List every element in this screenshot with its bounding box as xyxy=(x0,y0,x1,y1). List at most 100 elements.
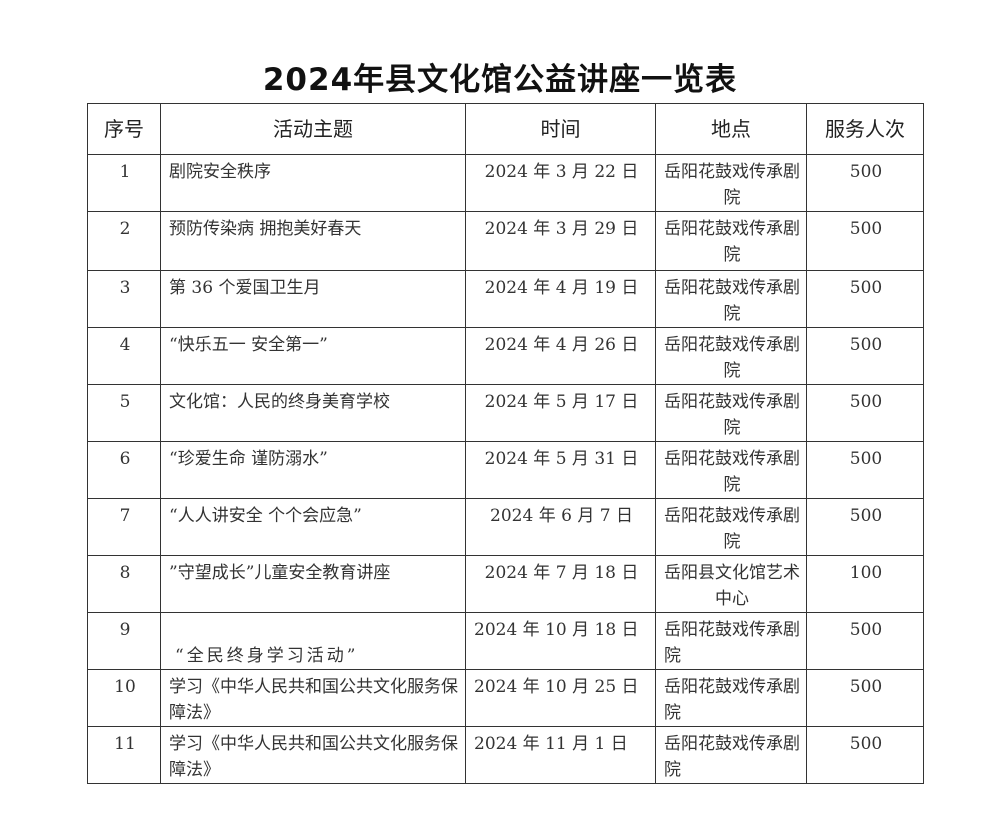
cell-count: 500 xyxy=(806,154,924,212)
cell-date: 2024 年 3 月 29 日 xyxy=(465,211,656,271)
cell-no-text: 7 xyxy=(119,506,131,526)
cell-count-text: 500 xyxy=(849,506,883,526)
cell-theme: 第 36 个爱国卫生月 xyxy=(160,270,466,328)
cell-count-text: 500 xyxy=(849,392,883,412)
cell-theme: “全民终身学习活动” xyxy=(160,612,466,670)
cell-theme: 学习《中华人民共和国公共文化服务保障法》 xyxy=(160,726,466,784)
cell-theme: 预防传染病 拥抱美好春天 xyxy=(160,211,466,271)
cell-theme: “快乐五一 安全第一” xyxy=(160,327,466,385)
cell-place-text: 岳阳花鼓戏传承剧院 xyxy=(664,620,800,666)
table-row: 8 ”守望成长”儿童安全教育讲座 2024 年 7 月 18 日 岳阳县文化馆艺术中心… xyxy=(87,555,924,613)
cell-theme: 学习《中华人民共和国公共文化服务保障法》 xyxy=(160,669,466,727)
cell-no-text: 11 xyxy=(114,734,136,754)
cell-theme-text: ”守望成长”儿童安全教育讲座 xyxy=(169,563,391,583)
header-theme: 活动主题 xyxy=(160,103,466,155)
table-row: 5 文化馆：人民的终身美育学校 2024 年 5 月 17 日 岳阳花鼓戏传承剧院 50… xyxy=(87,384,924,442)
cell-no: 7 xyxy=(87,498,161,556)
cell-count: 100 xyxy=(806,555,924,613)
cell-date-text: 2024 年 7 月 18 日 xyxy=(484,563,639,583)
cell-no: 5 xyxy=(87,384,161,442)
cell-count: 500 xyxy=(806,726,924,784)
header-count: 服务人次 xyxy=(806,103,924,155)
cell-no-text: 4 xyxy=(119,335,131,355)
header-no: 序号 xyxy=(87,103,161,155)
cell-theme-text: 学习《中华人民共和国公共文化服务保障法》 xyxy=(169,677,458,723)
cell-no: 6 xyxy=(87,441,161,499)
cell-theme: 文化馆：人民的终身美育学校 xyxy=(160,384,466,442)
table-row: 2 预防传染病 拥抱美好春天 2024 年 3 月 29 日 岳阳花鼓戏传承剧院 500 xyxy=(87,211,924,271)
cell-no-text: 1 xyxy=(119,162,131,182)
cell-place-text: 岳阳花鼓戏传承剧院 xyxy=(664,162,800,208)
cell-date-text: 2024 年 3 月 22 日 xyxy=(484,162,639,182)
cell-no-text: 5 xyxy=(119,392,131,412)
cell-theme: “珍爱生命 谨防溺水” xyxy=(160,441,466,499)
cell-place: 岳阳花鼓戏传承剧院 xyxy=(655,612,807,670)
cell-date-text: 2024 年 3 月 29 日 xyxy=(484,219,639,239)
cell-place-text: 岳阳花鼓戏传承剧院 xyxy=(664,335,800,381)
cell-date: 2024 年 4 月 19 日 xyxy=(465,270,656,328)
cell-no-text: 8 xyxy=(119,563,131,583)
cell-place: 岳阳花鼓戏传承剧院 xyxy=(655,498,807,556)
table-header-row: 序号 活动主题 时间 地点 服务人次 xyxy=(87,103,924,155)
cell-count-text: 500 xyxy=(849,162,883,182)
table-row: 3 第 36 个爱国卫生月 2024 年 4 月 19 日 岳阳花鼓戏传承剧院 500 xyxy=(87,270,924,328)
cell-theme-text: “快乐五一 安全第一” xyxy=(169,335,328,355)
cell-place: 岳阳花鼓戏传承剧院 xyxy=(655,384,807,442)
cell-date: 2024 年 11 月 1 日 xyxy=(465,726,656,784)
cell-count-text: 500 xyxy=(849,335,883,355)
cell-count-text: 500 xyxy=(849,278,883,298)
cell-no: 2 xyxy=(87,211,161,271)
cell-no-text: 3 xyxy=(119,278,131,298)
cell-count: 500 xyxy=(806,498,924,556)
cell-date-text: 2024 年 5 月 31 日 xyxy=(484,449,639,469)
cell-date: 2024 年 10 月 18 日 xyxy=(465,612,656,670)
cell-no: 8 xyxy=(87,555,161,613)
cell-no: 4 xyxy=(87,327,161,385)
lecture-table: 序号 活动主题 时间 地点 服务人次 1 剧院安全秩序 2024 年 3 月 22 … xyxy=(87,103,924,784)
cell-place-text: 岳阳花鼓戏传承剧院 xyxy=(664,734,800,780)
cell-place: 岳阳花鼓戏传承剧院 xyxy=(655,270,807,328)
cell-place-text: 岳阳县文化馆艺术中心 xyxy=(664,563,800,609)
cell-no: 11 xyxy=(87,726,161,784)
cell-date: 2024 年 5 月 31 日 xyxy=(465,441,656,499)
cell-theme-text: 第 36 个爱国卫生月 xyxy=(169,278,321,298)
cell-no: 10 xyxy=(87,669,161,727)
header-date: 时间 xyxy=(465,103,656,155)
cell-count: 500 xyxy=(806,270,924,328)
cell-count-text: 500 xyxy=(849,677,883,697)
cell-theme-text: “人人讲安全 个个会应急” xyxy=(169,506,362,526)
table-row: 11 学习《中华人民共和国公共文化服务保障法》 2024 年 11 月 1 日 岳阳花… xyxy=(87,726,924,784)
cell-place: 岳阳花鼓戏传承剧院 xyxy=(655,154,807,212)
table-row: 10 学习《中华人民共和国公共文化服务保障法》 2024 年 10 月 25 日 岳阳… xyxy=(87,669,924,727)
cell-place: 岳阳花鼓戏传承剧院 xyxy=(655,669,807,727)
cell-date: 2024 年 3 月 22 日 xyxy=(465,154,656,212)
cell-date: 2024 年 6 月 7 日 xyxy=(465,498,656,556)
cell-place: 岳阳花鼓戏传承剧院 xyxy=(655,441,807,499)
page-title: 2024年县文化馆公益讲座一览表 xyxy=(262,62,738,98)
cell-date: 2024 年 7 月 18 日 xyxy=(465,555,656,613)
cell-place: 岳阳县文化馆艺术中心 xyxy=(655,555,807,613)
cell-theme: 剧院安全秩序 xyxy=(160,154,466,212)
cell-no-text: 10 xyxy=(114,677,136,697)
cell-place-text: 岳阳花鼓戏传承剧院 xyxy=(664,392,800,438)
cell-no: 9 xyxy=(87,612,161,670)
cell-no: 3 xyxy=(87,270,161,328)
cell-place-text: 岳阳花鼓戏传承剧院 xyxy=(664,278,800,324)
cell-date-text: 2024 年 5 月 17 日 xyxy=(484,392,639,412)
cell-count-text: 500 xyxy=(849,734,883,754)
cell-date: 2024 年 5 月 17 日 xyxy=(465,384,656,442)
table-row: 4 “快乐五一 安全第一” 2024 年 4 月 26 日 岳阳花鼓戏传承剧院 500 xyxy=(87,327,924,385)
cell-date-text: 2024 年 11 月 1 日 xyxy=(474,734,628,754)
cell-count-text: 500 xyxy=(849,219,883,239)
table-row: 7 “人人讲安全 个个会应急” 2024 年 6 月 7 日 岳阳花鼓戏传承剧院 50… xyxy=(87,498,924,556)
cell-theme-text: “全民终身学习活动” xyxy=(175,646,359,666)
cell-count: 500 xyxy=(806,327,924,385)
cell-theme-text: 学习《中华人民共和国公共文化服务保障法》 xyxy=(169,734,458,780)
cell-date-text: 2024 年 4 月 19 日 xyxy=(484,278,639,298)
cell-count: 500 xyxy=(806,211,924,271)
cell-count: 500 xyxy=(806,669,924,727)
cell-theme: ”守望成长”儿童安全教育讲座 xyxy=(160,555,466,613)
cell-theme: “人人讲安全 个个会应急” xyxy=(160,498,466,556)
cell-date-text: 2024 年 10 月 18 日 xyxy=(474,620,639,640)
cell-count: 500 xyxy=(806,441,924,499)
